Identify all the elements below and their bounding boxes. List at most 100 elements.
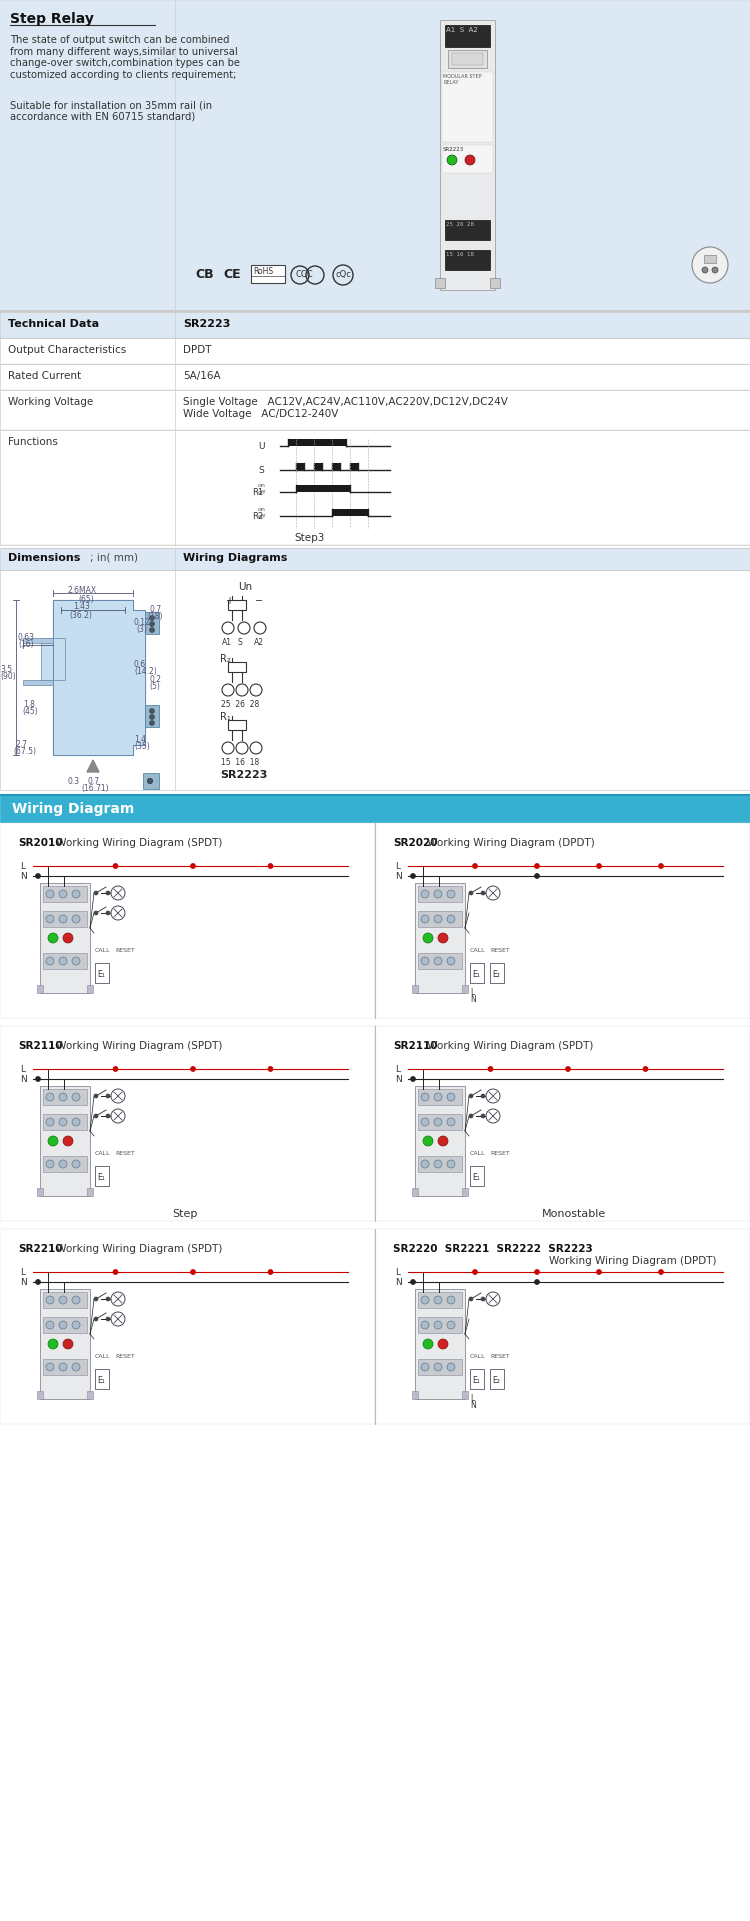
Text: Dimensions: Dimensions xyxy=(8,553,80,563)
Text: L: L xyxy=(20,863,25,870)
Circle shape xyxy=(113,1066,118,1072)
Text: CALL: CALL xyxy=(470,1354,486,1358)
Bar xyxy=(95,1166,109,1185)
Circle shape xyxy=(72,1093,80,1101)
Circle shape xyxy=(438,1135,448,1147)
Circle shape xyxy=(535,864,539,868)
Circle shape xyxy=(421,957,429,964)
Text: Single Voltage   AC12V,AC24V,AC110V,AC220V,DC12V,DC24V
Wide Voltage   AC/DC12-24: Single Voltage AC12V,AC24V,AC110V,AC220V… xyxy=(183,398,508,419)
Text: N: N xyxy=(395,1076,402,1083)
Circle shape xyxy=(410,1279,416,1285)
Bar xyxy=(0,822,375,1018)
Circle shape xyxy=(63,1339,73,1349)
Circle shape xyxy=(35,1076,40,1082)
Circle shape xyxy=(94,1318,98,1322)
Circle shape xyxy=(486,1108,500,1124)
Circle shape xyxy=(72,1322,80,1329)
Text: E₁: E₁ xyxy=(97,1174,105,1181)
Circle shape xyxy=(447,1364,455,1372)
Circle shape xyxy=(469,1114,473,1118)
Circle shape xyxy=(46,1364,54,1372)
Circle shape xyxy=(46,957,54,964)
Text: Wiring Diagrams: Wiring Diagrams xyxy=(183,553,287,563)
Text: off: off xyxy=(258,515,266,519)
Text: CB: CB xyxy=(195,269,214,280)
Circle shape xyxy=(486,1089,500,1103)
Circle shape xyxy=(421,1297,429,1304)
Text: R₂: R₂ xyxy=(220,653,231,665)
Text: (65): (65) xyxy=(78,596,94,603)
Circle shape xyxy=(94,1297,98,1301)
Bar xyxy=(490,962,504,984)
Circle shape xyxy=(94,891,98,895)
Text: SR2020: SR2020 xyxy=(393,838,437,847)
Bar xyxy=(462,1391,468,1398)
Text: L: L xyxy=(470,987,474,997)
Circle shape xyxy=(113,864,118,868)
Circle shape xyxy=(106,1318,110,1322)
Bar xyxy=(415,1289,465,1398)
Circle shape xyxy=(447,1093,455,1101)
Bar xyxy=(43,1358,87,1375)
Circle shape xyxy=(268,864,273,868)
Text: RESET: RESET xyxy=(490,1151,510,1156)
Text: Step: Step xyxy=(172,1208,197,1220)
Text: on: on xyxy=(258,482,266,488)
Text: E₂: E₂ xyxy=(492,970,500,980)
Text: S: S xyxy=(238,638,243,647)
Circle shape xyxy=(59,1322,67,1329)
Text: 1.4: 1.4 xyxy=(134,736,146,743)
Circle shape xyxy=(72,1118,80,1126)
Text: (16): (16) xyxy=(18,640,34,649)
Text: 0.12: 0.12 xyxy=(134,619,151,626)
Circle shape xyxy=(410,1076,416,1082)
Circle shape xyxy=(434,889,442,897)
Text: CE: CE xyxy=(223,269,241,280)
Bar xyxy=(95,1370,109,1389)
Bar xyxy=(445,25,490,46)
Text: RESET: RESET xyxy=(115,1354,135,1358)
Bar xyxy=(43,886,87,903)
Circle shape xyxy=(421,1118,429,1126)
Text: Step3: Step3 xyxy=(295,532,326,544)
Bar xyxy=(0,338,750,363)
Bar xyxy=(143,772,159,790)
Text: R1: R1 xyxy=(252,488,263,498)
Bar xyxy=(490,279,500,288)
Bar xyxy=(228,599,246,611)
Text: (14.2): (14.2) xyxy=(134,667,157,676)
Circle shape xyxy=(106,1114,110,1118)
Circle shape xyxy=(72,914,80,922)
Circle shape xyxy=(106,891,110,895)
Bar xyxy=(418,886,462,903)
Circle shape xyxy=(447,156,457,165)
Text: Wiring Diagram: Wiring Diagram xyxy=(12,801,134,816)
Text: N: N xyxy=(470,995,476,1005)
Circle shape xyxy=(447,1297,455,1304)
Text: CCC: CCC xyxy=(295,271,313,279)
Circle shape xyxy=(106,1093,110,1099)
Bar xyxy=(445,250,490,271)
Circle shape xyxy=(46,1297,54,1304)
Bar xyxy=(418,1318,462,1333)
Text: SR2223: SR2223 xyxy=(220,770,267,780)
Circle shape xyxy=(469,1093,473,1099)
Circle shape xyxy=(421,1160,429,1168)
Text: RELAY: RELAY xyxy=(443,81,458,85)
Bar xyxy=(442,71,493,142)
Text: 1.8: 1.8 xyxy=(23,699,34,709)
Text: SR2223: SR2223 xyxy=(443,148,464,152)
Text: SR2210: SR2210 xyxy=(18,1245,62,1254)
Circle shape xyxy=(447,889,455,897)
Circle shape xyxy=(465,156,475,165)
Circle shape xyxy=(712,267,718,273)
Bar xyxy=(37,985,43,993)
Circle shape xyxy=(238,622,250,634)
Circle shape xyxy=(488,1066,493,1072)
Text: R₁: R₁ xyxy=(220,713,231,722)
Circle shape xyxy=(469,891,473,895)
Text: 0.7: 0.7 xyxy=(88,776,100,786)
Bar xyxy=(43,1293,87,1308)
Text: A1: A1 xyxy=(222,638,232,647)
Circle shape xyxy=(59,889,67,897)
